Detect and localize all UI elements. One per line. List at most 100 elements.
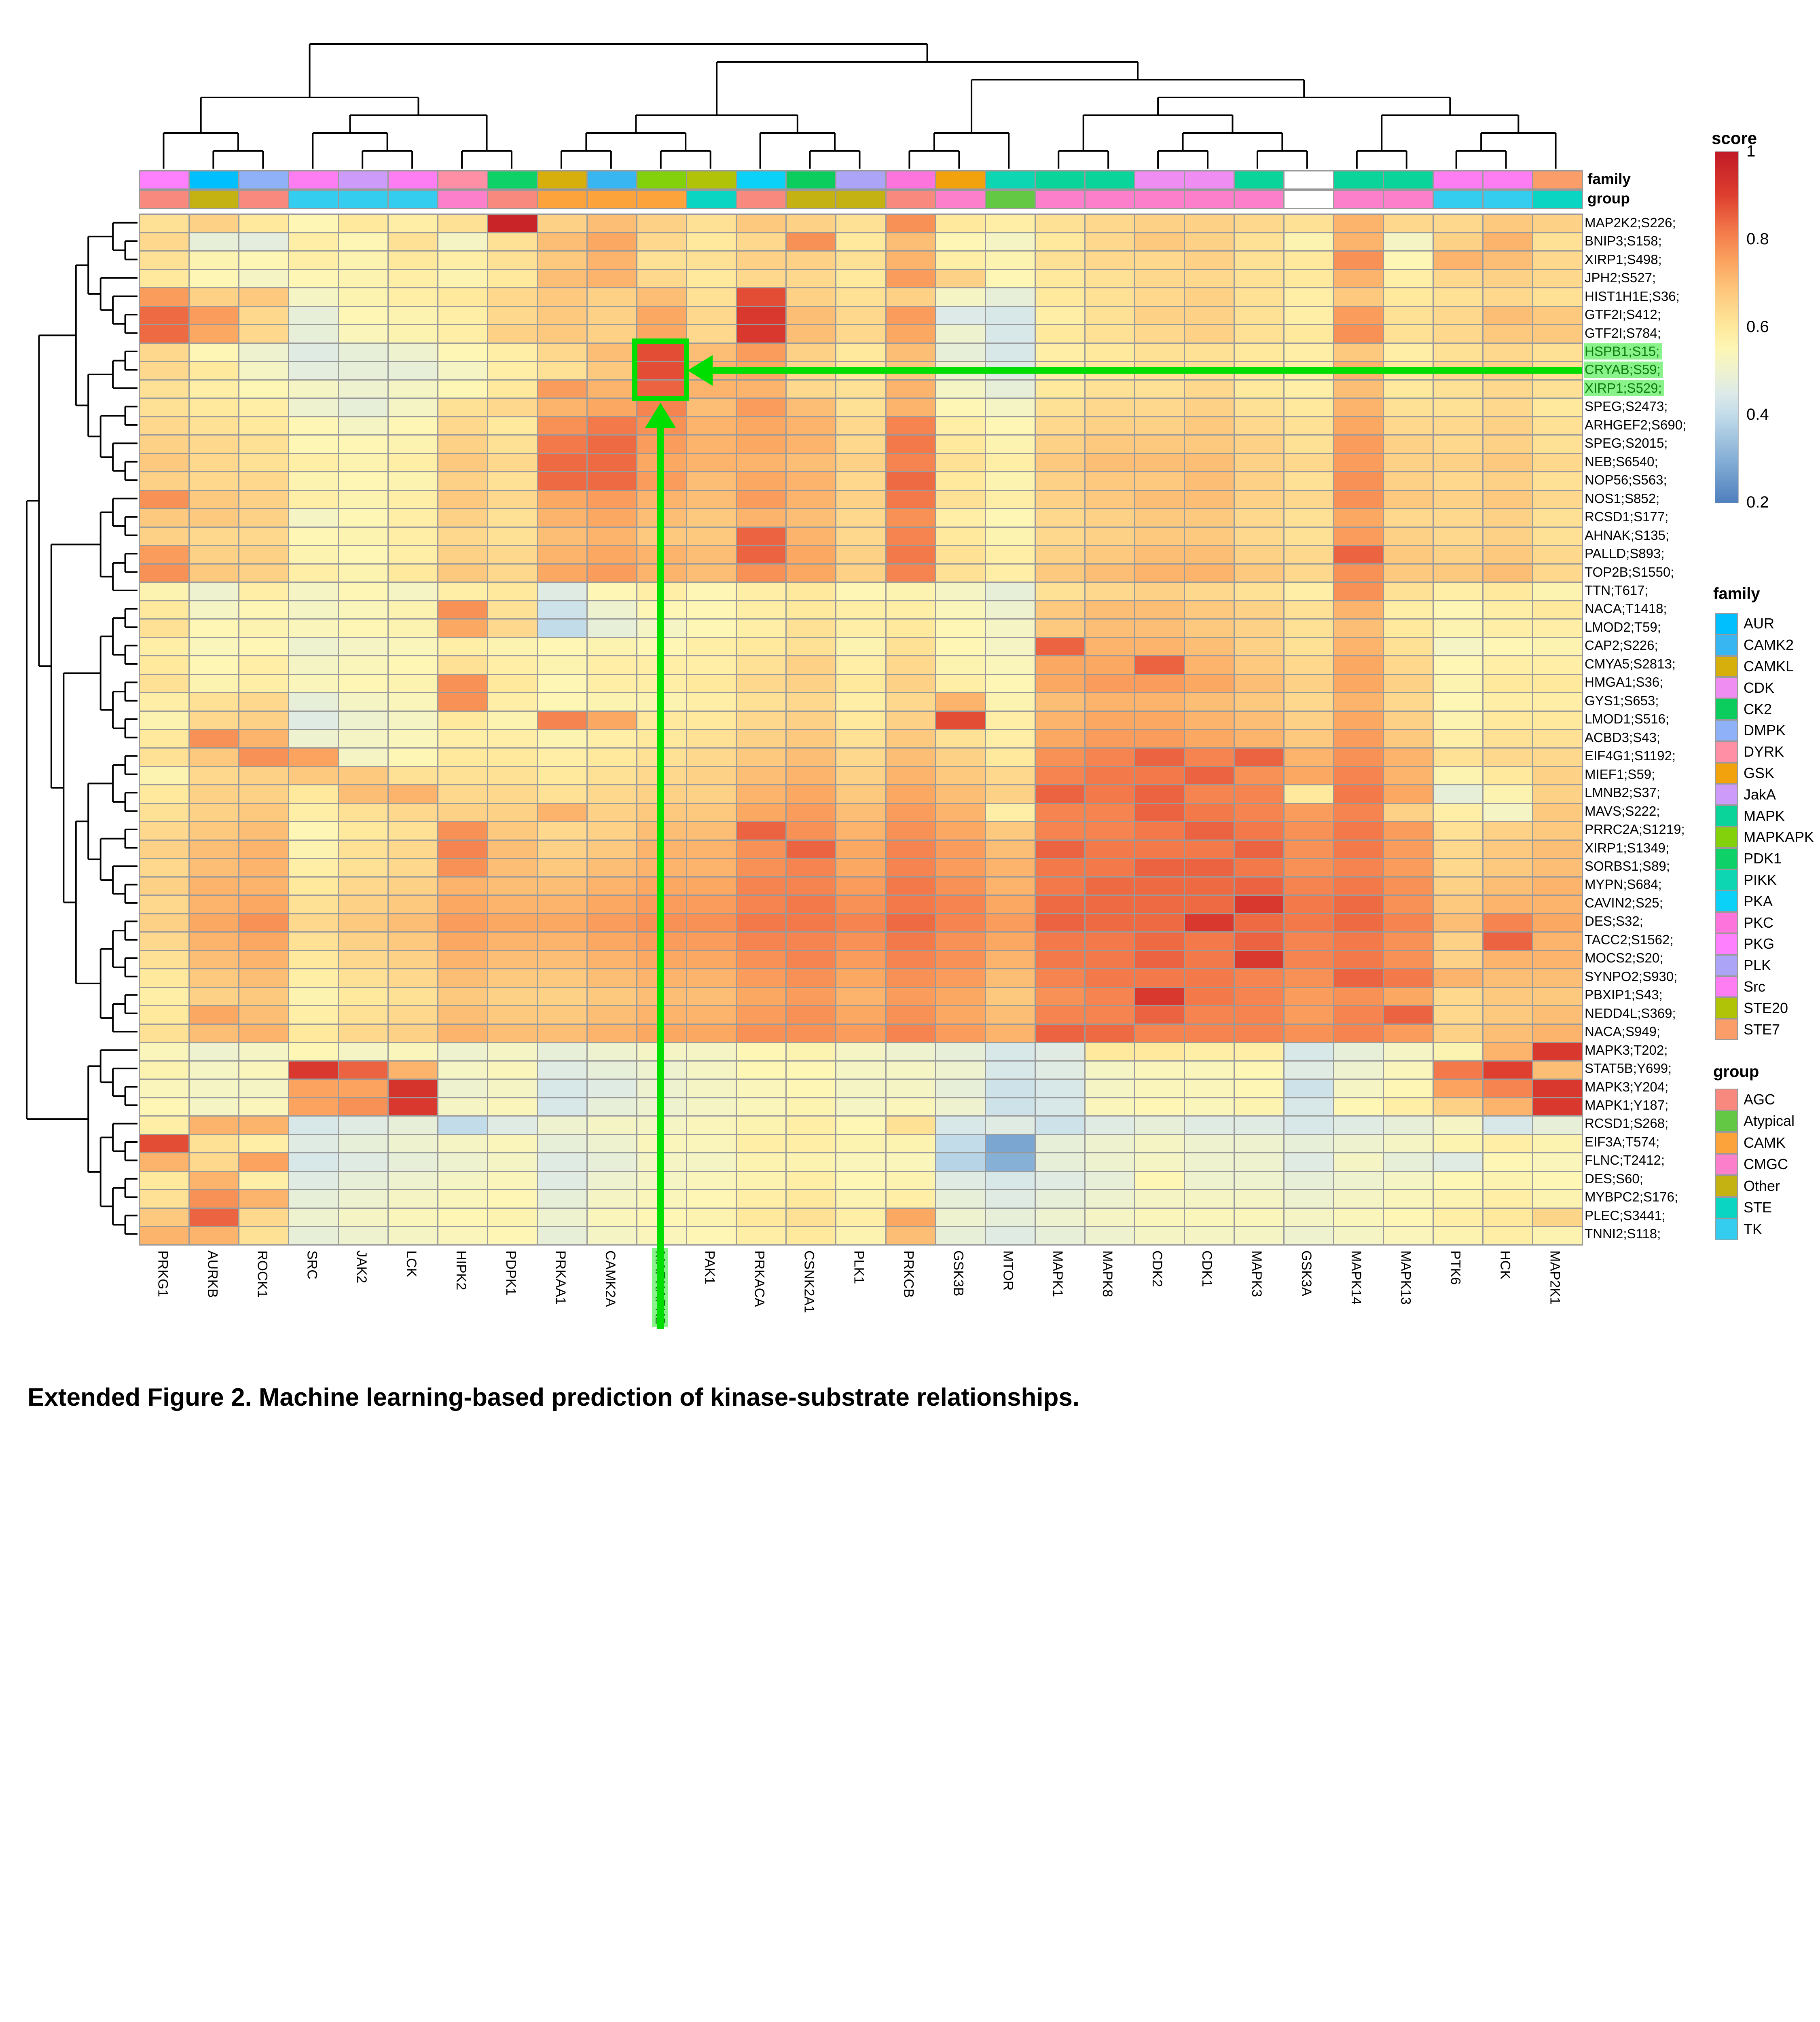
heatmap-cell-r6-c23 — [1284, 325, 1333, 343]
heatmap-cell-r37-c27 — [1483, 896, 1532, 913]
heatmap-cell-r49-c4 — [339, 1117, 388, 1134]
heatmap-cell-r23-c25 — [1384, 638, 1433, 656]
heatmap-cell-r38-c4 — [339, 914, 388, 932]
heatmap-cell-r23-c28 — [1533, 638, 1582, 656]
heatmap-cell-r37-c24 — [1334, 896, 1383, 913]
family-legend-label-STE7: STE7 — [1744, 1021, 1780, 1038]
heatmap-cell-r52-c19 — [1085, 1172, 1134, 1189]
heatmap-cell-r3-c13 — [787, 270, 836, 288]
heatmap-cell-r26-c11 — [687, 693, 736, 711]
heatmap-cell-r16-c1 — [190, 509, 239, 527]
group-cell-MAPKAPK2 — [637, 191, 686, 208]
family-legend-swatch-MAPKAPK — [1715, 827, 1738, 848]
heatmap-cell-r29-c23 — [1284, 749, 1333, 766]
heatmap-cell-r20-c22 — [1234, 583, 1283, 600]
heatmap-cell-r3-c17 — [986, 270, 1035, 288]
heatmap-cell-r18-c2 — [239, 546, 288, 563]
heatmap-cell-r27-c13 — [787, 711, 836, 729]
heatmap-cell-r34-c7 — [488, 840, 537, 858]
heatmap-cell-r13-c15 — [886, 454, 935, 472]
family-cell-SRC — [289, 171, 338, 188]
row-label-CRYAB-S59-: CRYAB;S59; — [1584, 361, 1663, 379]
heatmap-cell-r13-c28 — [1533, 454, 1582, 472]
heatmap-cell-r5-c14 — [836, 307, 885, 324]
heatmap-cell-r16-c25 — [1384, 509, 1433, 527]
heatmap-cell-r4-c1 — [190, 288, 239, 306]
heatmap-cell-r17-c18 — [1035, 527, 1084, 545]
heatmap-cell-r3-c25 — [1384, 270, 1433, 288]
heatmap-cell-r38-c12 — [737, 914, 786, 932]
heatmap-cell-r13-c5 — [389, 454, 438, 472]
heatmap-cell-r40-c2 — [239, 951, 288, 969]
group-legend-item-STE: STE — [1715, 1197, 1772, 1218]
family-legend-item-STE7: STE7 — [1715, 1019, 1780, 1040]
heatmap-cell-r28-c18 — [1035, 730, 1084, 748]
heatmap-cell-r16-c8 — [538, 509, 587, 527]
heatmap-cell-r33-c25 — [1384, 822, 1433, 840]
heatmap-cell-r54-c1 — [190, 1208, 239, 1226]
heatmap-cell-r33-c2 — [239, 822, 288, 840]
heatmap-cell-r15-c28 — [1533, 491, 1582, 508]
heatmap-cell-r26-c3 — [289, 693, 338, 711]
heatmap-cell-r54-c9 — [588, 1208, 637, 1226]
row-label-FLNC-T2412-: FLNC;T2412; — [1585, 1153, 1665, 1168]
heatmap-cell-r2-c17 — [986, 252, 1035, 269]
heatmap-cell-r37-c1 — [190, 896, 239, 913]
heatmap-cell-r15-c15 — [886, 491, 935, 508]
heatmap-cell-r54-c24 — [1334, 1208, 1383, 1226]
heatmap-cell-r19-c25 — [1384, 564, 1433, 582]
heatmap-cell-r40-c4 — [339, 951, 388, 969]
heatmap-cell-r32-c8 — [538, 804, 587, 821]
heatmap-cell-r52-c18 — [1035, 1172, 1084, 1189]
heatmap-cell-r1-c25 — [1384, 233, 1433, 251]
heatmap-cell-r2-c3 — [289, 252, 338, 269]
family-cell-MAPK14 — [1334, 171, 1383, 188]
heatmap-cell-r25-c7 — [488, 675, 537, 692]
heatmap-cell-r40-c15 — [886, 951, 935, 969]
heatmap-cell-r1-c28 — [1533, 233, 1582, 251]
heatmap-cell-r53-c17 — [986, 1190, 1035, 1208]
heatmap-cell-r22-c4 — [339, 620, 388, 637]
heatmap-cell-r12-c19 — [1085, 436, 1134, 453]
heatmap-cell-r40-c26 — [1433, 951, 1482, 969]
group-legend-item-Other: Other — [1715, 1175, 1780, 1197]
heatmap-cell-r24-c27 — [1483, 656, 1532, 674]
heatmap-cell-r21-c24 — [1334, 601, 1383, 619]
heatmap-cell-r12-c8 — [538, 436, 587, 453]
heatmap-cell-r2-c16 — [936, 252, 985, 269]
heatmap-cell-r13-c13 — [787, 454, 836, 472]
heatmap-cell-r30-c4 — [339, 767, 388, 785]
family-legend-label-PDK1: PDK1 — [1744, 850, 1782, 867]
heatmap-cell-r30-c20 — [1135, 767, 1184, 785]
heatmap-cell-r34-c4 — [339, 840, 388, 858]
heatmap-cell-r0-c13 — [787, 215, 836, 232]
heatmap-cell-r40-c7 — [488, 951, 537, 969]
group-cell-JAK2 — [339, 191, 388, 208]
heatmap-cell-r53-c13 — [787, 1190, 836, 1208]
heatmap-cell-r10-c14 — [836, 399, 885, 416]
heatmap-cell-r19-c18 — [1035, 564, 1084, 582]
heatmap-cell-r22-c6 — [438, 620, 487, 637]
heatmap-cell-r23-c13 — [787, 638, 836, 656]
heatmap-cell-r12-c14 — [836, 436, 885, 453]
heatmap-cell-r46-c17 — [986, 1061, 1035, 1079]
heatmap-cell-r20-c1 — [190, 583, 239, 600]
heatmap-cell-r53-c15 — [886, 1190, 935, 1208]
heatmap-cell-r36-c27 — [1483, 877, 1532, 895]
heatmap-cell-r46-c6 — [438, 1061, 487, 1079]
heatmap-cell-r43-c14 — [836, 1006, 885, 1024]
heatmap-cell-r16-c27 — [1483, 509, 1532, 527]
heatmap-cell-r51-c26 — [1433, 1153, 1482, 1171]
heatmap-cell-r24-c22 — [1234, 656, 1283, 674]
heatmap-cell-r4-c26 — [1433, 288, 1482, 306]
heatmap-cell-r52-c9 — [588, 1172, 637, 1189]
group-legend-item-TK: TK — [1715, 1218, 1762, 1240]
heatmap-cell-r2-c0 — [140, 252, 189, 269]
heatmap-cell-r3-c0 — [140, 270, 189, 288]
heatmap-cell-r14-c21 — [1185, 472, 1234, 490]
heatmap-cell-r8-c5 — [389, 362, 438, 379]
heatmap-cell-r44-c11 — [687, 1024, 736, 1042]
heatmap-cell-r0-c4 — [339, 215, 388, 232]
heatmap-cell-r20-c25 — [1384, 583, 1433, 600]
heatmap-cell-r42-c16 — [936, 988, 985, 1005]
